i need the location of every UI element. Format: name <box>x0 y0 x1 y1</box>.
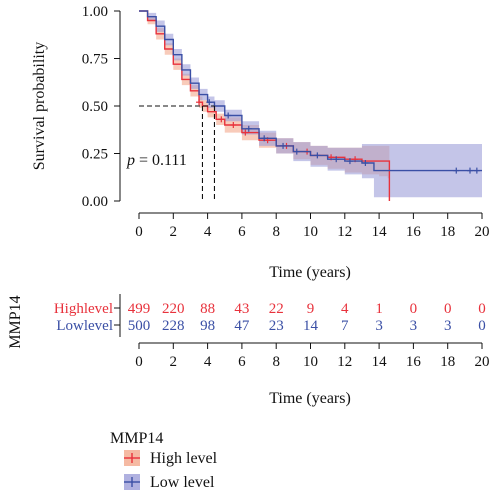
censor-mark <box>333 156 340 163</box>
y-axis-title: Survival probability <box>31 42 48 170</box>
risk-count: 220 <box>162 301 185 317</box>
risk-count: 3 <box>375 318 383 334</box>
y-tick-label: 1.00 <box>82 4 108 20</box>
risk-x-tick-label: 12 <box>337 354 352 370</box>
risk-count: 500 <box>128 318 151 334</box>
x-tick-label: 0 <box>135 224 143 240</box>
risk-count: 3 <box>410 318 418 334</box>
x-tick-label: 12 <box>337 224 352 240</box>
risk-count: 0 <box>478 318 486 334</box>
legend-label: Low level <box>150 474 215 491</box>
risk-count: 43 <box>234 301 249 317</box>
y-tick-label: 0.75 <box>82 52 108 68</box>
censor-mark <box>245 125 252 132</box>
survival-curve-low <box>139 10 482 172</box>
censor-mark <box>225 112 232 119</box>
x-tick-label: 6 <box>238 224 246 240</box>
risk-x-tick-label: 18 <box>440 354 455 370</box>
censor-mark <box>453 167 460 174</box>
x-tick-label: 8 <box>272 224 280 240</box>
y-tick-label: 0.25 <box>82 147 108 163</box>
censor-mark <box>346 158 353 165</box>
risk-count: 3 <box>444 318 452 334</box>
censor-mark <box>466 167 473 174</box>
risk-count: 228 <box>162 318 185 334</box>
survival-plot-area: p = 0.111 <box>126 10 482 201</box>
risk-x-axis-title: Time (years) <box>269 390 351 407</box>
risk-count: 23 <box>269 318 284 334</box>
x-tick-label: 20 <box>475 224 490 240</box>
survival-plot-axes: 0.00 0.25 0.50 0.75 1.00 0 2 4 6 8 10 12 14 16 18 20 Tim… <box>31 4 490 281</box>
risk-count: 14 <box>303 318 319 334</box>
risk-count: 4 <box>341 301 349 317</box>
x-tick-label: 14 <box>372 224 388 240</box>
censor-mark <box>242 129 249 136</box>
risk-x-tick-label: 6 <box>238 354 246 370</box>
risk-count: 22 <box>269 301 284 317</box>
risk-count: 9 <box>307 301 315 317</box>
risk-table-title: MMP14 <box>7 295 24 348</box>
risk-count: 88 <box>200 301 215 317</box>
risk-count: 499 <box>128 301 151 317</box>
risk-x-tick-label: 2 <box>170 354 178 370</box>
risk-count: 7 <box>341 318 349 334</box>
risk-row-label: Highlevel <box>54 301 113 317</box>
censor-mark <box>473 167 480 174</box>
risk-count: 1 <box>375 301 383 317</box>
p-value-number: = 0.111 <box>139 152 187 169</box>
legend-label: High level <box>150 450 218 467</box>
risk-x-tick-label: 8 <box>272 354 280 370</box>
confidence-band-low <box>139 11 482 198</box>
p-value-annotation: p = 0.111 <box>126 152 187 169</box>
censor-mark <box>293 148 300 155</box>
censor-mark <box>362 160 369 166</box>
censor-mark <box>218 116 225 123</box>
x-tick-label: 2 <box>170 224 178 240</box>
risk-x-tick-label: 4 <box>204 354 212 370</box>
y-tick-label: 0.50 <box>82 99 108 115</box>
risk-x-tick-label: 0 <box>135 354 143 370</box>
risk-count: 98 <box>200 318 215 334</box>
risk-count: 0 <box>444 301 452 317</box>
censor-mark <box>230 122 237 128</box>
risk-x-tick-label: 10 <box>303 354 318 370</box>
censor-mark <box>196 99 203 106</box>
risk-count: 47 <box>234 318 250 334</box>
y-tick-label: 0.00 <box>82 194 108 210</box>
risk-count: 0 <box>478 301 486 317</box>
risk-count: 0 <box>410 301 418 317</box>
legend-entry: Low level <box>124 474 215 491</box>
x-tick-label: 10 <box>303 224 318 240</box>
censor-mark <box>206 99 213 106</box>
risk-x-tick-label: 16 <box>406 354 422 370</box>
censor-mark <box>280 142 287 149</box>
p-value-symbol: p <box>126 152 139 169</box>
x-tick-label: 18 <box>440 224 455 240</box>
risk-row-label: Lowlevel <box>56 318 113 334</box>
censor-mark <box>314 152 321 159</box>
x-axis-title: Time (years) <box>269 264 351 281</box>
legend: MMP14 High level Low level <box>110 430 218 491</box>
legend-title: MMP14 <box>110 430 163 447</box>
x-tick-label: 4 <box>204 224 212 240</box>
x-tick-label: 16 <box>406 224 422 240</box>
risk-x-tick-label: 14 <box>372 354 388 370</box>
risk-x-tick-label: 20 <box>475 354 490 370</box>
legend-entry: High level <box>124 450 218 467</box>
censor-mark <box>261 135 268 142</box>
